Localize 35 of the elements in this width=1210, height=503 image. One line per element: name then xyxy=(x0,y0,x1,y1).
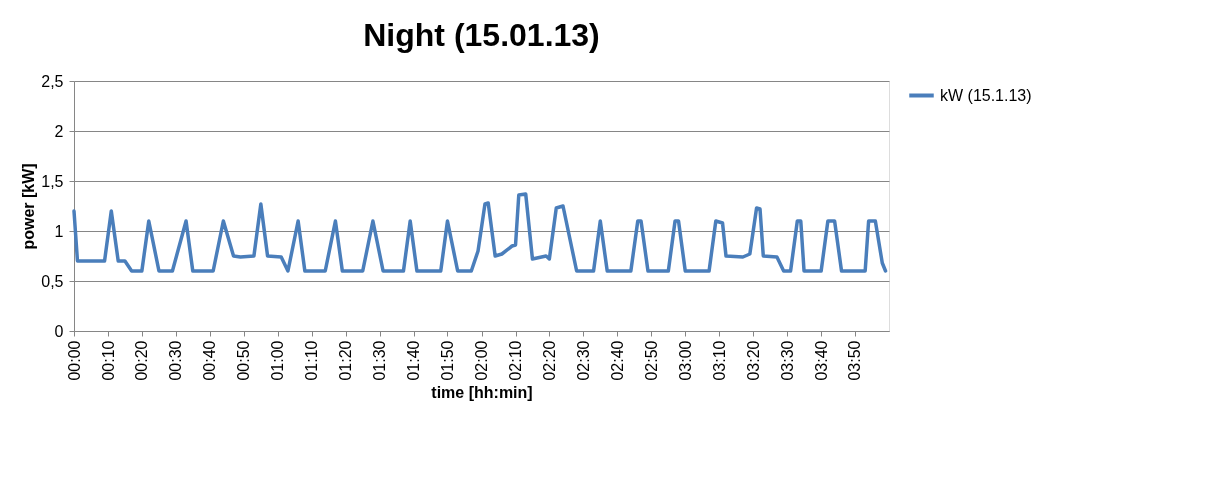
x-tick-label: 01:40 xyxy=(405,340,423,381)
x-tick-label: 02:10 xyxy=(507,340,525,381)
x-tick-label: 01:00 xyxy=(269,340,287,381)
y-tick-label: 0 xyxy=(54,322,64,340)
y-tick-label: 1 xyxy=(54,222,64,240)
x-tick-label: 01:50 xyxy=(438,340,456,381)
x-tick-label: 01:10 xyxy=(303,340,321,381)
y-tick-label: 2 xyxy=(54,122,64,140)
x-tick-label: 02:00 xyxy=(473,340,490,381)
x-tick-label: 00:10 xyxy=(99,340,117,381)
x-tick-label: 00:20 xyxy=(133,340,151,381)
x-tick-label: 00:30 xyxy=(167,340,185,381)
legend-label: kW (15.1.13) xyxy=(940,86,1032,104)
y-tick-label: 2,5 xyxy=(41,72,64,90)
x-tick-label: 00:50 xyxy=(235,340,253,381)
x-tick-label: 02:20 xyxy=(540,340,558,381)
x-tick-label: 03:30 xyxy=(778,340,796,381)
chart-title: Night (15.01.13) xyxy=(363,17,600,53)
y-tick-label: 0,5 xyxy=(41,272,64,290)
x-tick-label: 03:50 xyxy=(846,340,864,381)
x-tick-label: 01:30 xyxy=(371,340,389,381)
x-tick-label: 00:00 xyxy=(65,340,83,381)
x-tick-label: 02:40 xyxy=(608,340,626,381)
x-tick-label: 03:40 xyxy=(812,340,830,381)
x-tick-label: 02:50 xyxy=(642,340,660,381)
x-tick-label: 01:20 xyxy=(337,340,355,381)
x-tick-label: 02:30 xyxy=(574,340,592,381)
x-tick-label: 03:20 xyxy=(744,340,762,381)
x-tick-label: 00:40 xyxy=(201,340,219,381)
y-tick-label: 1,5 xyxy=(41,172,64,190)
x-tick-label: 03:00 xyxy=(676,340,694,381)
y-axis-title: power [kW] xyxy=(20,163,38,250)
x-tick-label: 03:10 xyxy=(710,340,728,381)
x-axis-title: time [hh:min] xyxy=(431,383,533,401)
line-series xyxy=(72,192,888,273)
